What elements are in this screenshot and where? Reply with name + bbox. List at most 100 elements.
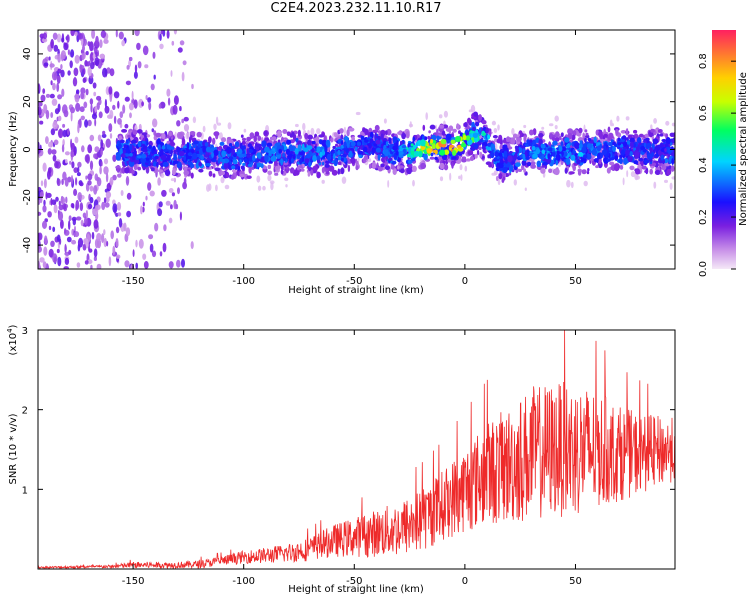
spectrogram-cell — [670, 165, 675, 172]
spectrogram-cell — [410, 143, 414, 147]
spectrogram-cell — [67, 128, 70, 136]
spectrogram-cell — [495, 175, 499, 182]
spectrogram-cell — [57, 211, 64, 221]
spectrogram-cell — [117, 143, 122, 149]
spectrogram-cell — [566, 179, 571, 188]
spectrogram-cell — [478, 146, 482, 150]
spectrogram-cell — [385, 141, 389, 147]
spectrogram-cell — [109, 176, 114, 186]
spectrogram-cell — [100, 148, 103, 156]
spectrogram-cell — [619, 158, 623, 165]
spectrogram-cell — [282, 129, 288, 134]
spectrogram-cell — [373, 143, 378, 147]
spectrogram-cell — [150, 83, 155, 91]
spectrogram-cell — [322, 161, 325, 166]
spectrogram-cell — [88, 248, 93, 253]
spectrogram-cell — [73, 76, 77, 87]
spectrogram-cell — [644, 159, 650, 164]
spectrogram-cell — [284, 177, 289, 182]
spectrogram-cell — [171, 40, 175, 46]
spectrogram-cell — [115, 165, 121, 169]
spectrogram-cell — [246, 175, 252, 179]
spectrogram-cell — [96, 95, 102, 101]
spectrogram-cell — [496, 138, 502, 144]
spectrogram-cell — [81, 145, 85, 153]
spectrogram-cell — [396, 165, 400, 170]
spectrogram-cell — [540, 167, 546, 174]
spectrogram-cell — [242, 153, 247, 158]
spectrogram-cell — [127, 134, 131, 138]
spectrogram-cell — [318, 134, 325, 138]
spectrogram-cell — [620, 149, 625, 156]
spectrogram-cell — [242, 149, 245, 155]
spectrogram-cell — [242, 162, 246, 166]
spectrogram-cell — [91, 113, 98, 120]
spectrogram-cell — [192, 116, 197, 124]
spectrogram-cell — [499, 158, 504, 164]
spectrogram-cell — [91, 30, 96, 39]
spectrogram-cell — [307, 139, 312, 146]
spectrogram-cell — [595, 165, 599, 169]
spectrogram-cell — [151, 148, 154, 154]
spectrogram-cell — [436, 128, 439, 136]
spectrogram-cell — [103, 166, 109, 175]
spectrogram-cell — [68, 220, 71, 231]
spectrogram-cell — [70, 30, 75, 37]
spectrogram-cell — [395, 151, 399, 156]
spectrogram-cell — [51, 71, 58, 81]
spectrogram-cell — [70, 175, 74, 185]
spectrogram-cell — [567, 128, 574, 135]
spectrogram-cell — [179, 40, 185, 46]
spectrogram-cell — [170, 70, 173, 77]
spectrogram-cell — [99, 39, 103, 48]
spectrogram-cell — [142, 148, 149, 153]
spectrogram-cell — [38, 106, 42, 116]
spectrogram-cell — [136, 155, 142, 159]
spectrogram-cell — [52, 32, 58, 40]
spectrogram-cell — [308, 150, 312, 154]
spectrogram-cell — [591, 149, 598, 156]
spectrogram-cell — [93, 91, 97, 97]
spectrogram-cell — [104, 69, 108, 77]
spectrogram-cell — [96, 263, 102, 269]
spectrogram-cell — [554, 125, 558, 130]
spectrogram-cell — [256, 152, 262, 158]
spectrogram-cell — [97, 134, 102, 142]
spectrogram-cell — [577, 170, 582, 176]
spectrogram-cell — [116, 201, 122, 211]
spectrogram-cell — [629, 137, 635, 144]
spectrogram-cell — [160, 148, 164, 156]
spectrogram-cell — [228, 143, 233, 147]
spectrogram-cell — [125, 80, 131, 86]
spectrogram-cell — [50, 38, 54, 49]
x-tick-label: 50 — [569, 276, 582, 287]
spectrogram-cell — [80, 219, 84, 227]
spectrogram-cell — [254, 131, 260, 137]
spectrogram-cell — [384, 130, 388, 136]
spectrogram-cell — [237, 153, 244, 158]
spectrogram-cell — [535, 148, 541, 155]
spectrogram-cell — [487, 142, 492, 147]
spectrogram-cell — [574, 142, 580, 150]
spectrogram-cell — [183, 154, 187, 162]
spectrogram-cell — [223, 162, 229, 169]
spectrogram-cell — [160, 173, 165, 178]
spectrogram-marks — [38, 30, 675, 269]
spectrogram-cell — [398, 150, 404, 156]
spectrogram-cell — [170, 139, 174, 145]
spectrogram-cell — [473, 143, 479, 150]
spectrogram-cell — [585, 132, 589, 136]
spectrogram-cell — [452, 128, 457, 133]
spectrogram-cell — [107, 114, 113, 119]
spectrogram-cell — [117, 167, 120, 173]
spectrogram-cell — [43, 104, 48, 114]
spectrogram-cell — [547, 153, 551, 160]
spectrogram-cell — [77, 237, 84, 248]
spectrogram-cell — [55, 196, 59, 202]
spectrogram-cell — [429, 124, 436, 130]
spectrogram-cell — [65, 196, 68, 204]
spectrogram-cell — [101, 233, 105, 244]
spectrogram-cell — [79, 202, 84, 212]
spectrogram-cell — [128, 102, 134, 111]
spectrogram-cell — [538, 133, 544, 138]
